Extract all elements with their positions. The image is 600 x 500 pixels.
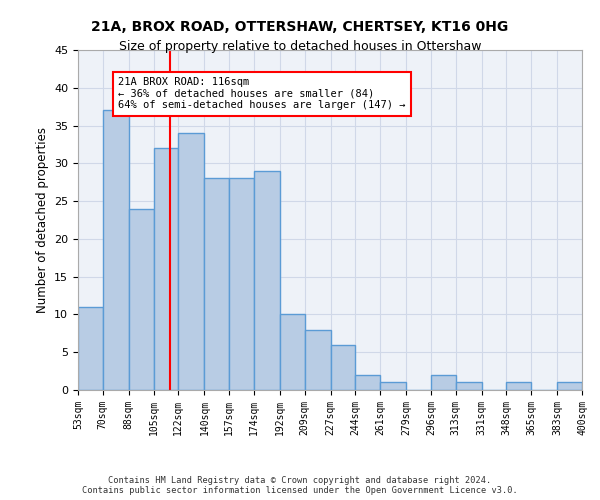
Bar bbox=[205, 178, 229, 390]
Bar bbox=[557, 382, 582, 390]
Text: Size of property relative to detached houses in Ottershaw: Size of property relative to detached ho… bbox=[119, 40, 481, 53]
Bar bbox=[254, 171, 280, 390]
Bar bbox=[129, 208, 154, 390]
Y-axis label: Number of detached properties: Number of detached properties bbox=[35, 127, 49, 313]
Bar bbox=[154, 148, 178, 390]
Bar bbox=[229, 178, 254, 390]
Text: 21A BROX ROAD: 116sqm
← 36% of detached houses are smaller (84)
64% of semi-deta: 21A BROX ROAD: 116sqm ← 36% of detached … bbox=[118, 77, 406, 110]
Bar bbox=[178, 133, 205, 390]
Bar bbox=[103, 110, 129, 390]
Bar bbox=[305, 330, 331, 390]
Bar bbox=[355, 375, 380, 390]
Bar bbox=[331, 344, 355, 390]
Bar bbox=[380, 382, 406, 390]
Text: 21A, BROX ROAD, OTTERSHAW, CHERTSEY, KT16 0HG: 21A, BROX ROAD, OTTERSHAW, CHERTSEY, KT1… bbox=[91, 20, 509, 34]
Bar bbox=[280, 314, 305, 390]
Bar bbox=[78, 307, 103, 390]
Bar bbox=[506, 382, 531, 390]
Text: Contains HM Land Registry data © Crown copyright and database right 2024.
Contai: Contains HM Land Registry data © Crown c… bbox=[82, 476, 518, 495]
Bar bbox=[431, 375, 455, 390]
Bar bbox=[455, 382, 482, 390]
